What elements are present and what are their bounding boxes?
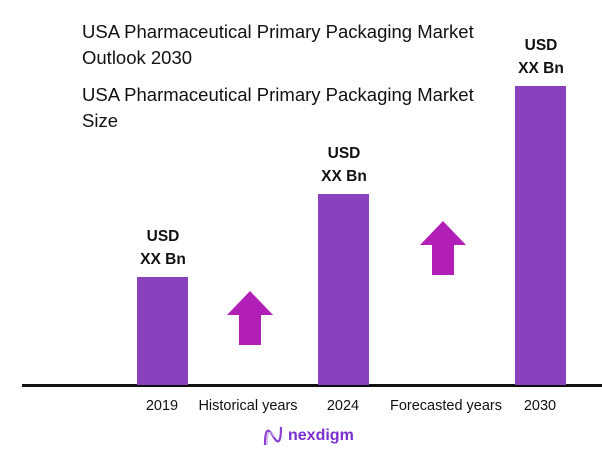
growth-arrow-icon bbox=[227, 291, 273, 345]
data-label-value: XX Bn bbox=[140, 251, 186, 269]
data-label-2019: USD XX Bn bbox=[123, 225, 203, 271]
bar-2024 bbox=[318, 193, 369, 385]
data-label-value: XX Bn bbox=[518, 60, 564, 77]
data-label-currency: USD bbox=[327, 144, 361, 162]
period-label-historical: Historical years bbox=[198, 398, 298, 414]
x-axis-line bbox=[22, 384, 602, 387]
nexdigm-logo: nexdigm bbox=[262, 425, 354, 447]
x-tick-2019: 2019 bbox=[145, 398, 179, 414]
data-label-value: XX Bn bbox=[321, 167, 367, 185]
growth-arrow-icon bbox=[420, 221, 466, 275]
bar-2019 bbox=[137, 277, 188, 385]
data-label-currency: USD bbox=[146, 228, 180, 246]
nexdigm-logo-icon bbox=[263, 426, 283, 446]
period-label-forecasted: Forecasted years bbox=[389, 398, 503, 414]
x-tick-2024: 2024 bbox=[326, 398, 360, 414]
logo-text: nexdigm bbox=[288, 427, 354, 444]
chart-title-outlook: USA Pharmaceutical Primary Packaging Mar… bbox=[82, 21, 474, 68]
bar-2030 bbox=[515, 86, 566, 385]
data-label-2030: USD XX Bn bbox=[501, 34, 581, 80]
x-tick-2030: 2030 bbox=[523, 398, 557, 414]
data-label-currency: USD bbox=[524, 37, 558, 54]
chart-title-size: USA Pharmaceutical Primary Packaging Mar… bbox=[82, 84, 474, 131]
data-label-2024: USD XX Bn bbox=[304, 142, 384, 188]
